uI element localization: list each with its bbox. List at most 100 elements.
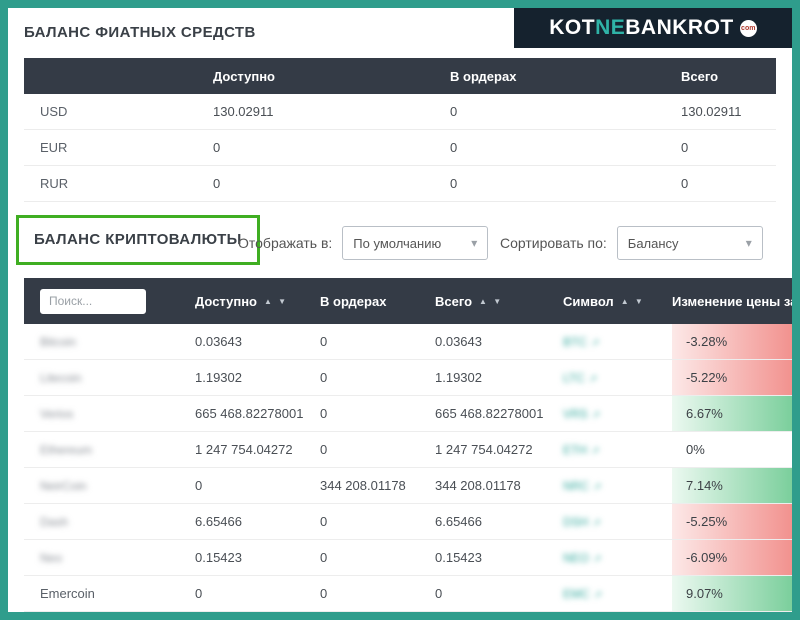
coin-total: 344 208.01178 [435,478,521,493]
crypto-controls-bar: БАЛАНС КРИПТОВАЛЮТЫ Отображать в: По умо… [8,202,792,278]
crypto-row: Dash 6.65466 0 6.65466 DSH ↗ -5.25% [24,504,792,540]
coin-in-orders: 0 [320,586,328,601]
coin-symbol-link[interactable]: EMC ↗ [563,586,603,601]
coin-symbol-link[interactable]: VRS ↗ [563,406,601,421]
price-change: -5.25% [672,504,792,539]
price-change: 6.67% [672,396,792,431]
sort-arrows-icon[interactable]: ▲ ▼ [620,296,645,306]
coin-name-blurred: Verios [40,406,74,421]
coin-symbol-link[interactable]: ETH ↗ [563,442,600,457]
external-link-icon: ↗ [588,373,598,385]
price-change: 0% [686,442,705,457]
fiat-total: 0 [681,176,689,191]
coin-symbol-link[interactable]: NEO ↗ [563,550,602,565]
coin-total: 665 468.82278001 [435,406,544,421]
crypto-balance-title: БАЛАНС КРИПТОВАЛЮТЫ [34,231,242,248]
crypto-balance-title-highlight: БАЛАНС КРИПТОВАЛЮТЫ [16,215,260,265]
coin-total: 0 [435,586,443,601]
chevron-down-icon: ▾ [471,236,478,250]
crypto-header-symbol[interactable]: Символ ▲ ▼ [563,293,645,309]
fiat-header-in-orders: В ордерах [450,68,517,84]
crypto-row: Emercoin 0 0 0 EMC ↗ 9.07% [24,576,792,612]
crypto-row: Ethereum 1 247 754.04272 0 1 247 754.042… [24,432,792,468]
sort-by-value: Балансу [627,235,679,251]
fiat-table-header: Доступно В ордерах Всего [24,58,776,94]
fiat-balance-title: БАЛАНС ФИАТНЫХ СРЕДСТВ [24,23,256,41]
coin-name-blurred: Neo [40,550,63,565]
coin-total: 0.15423 [435,550,482,565]
coin-in-orders: 0 [320,334,328,349]
logo-part-ne: NE [595,16,626,39]
coin-in-orders: 0 [320,406,328,421]
fiat-row-rur: RUR 0 0 0 [24,166,776,202]
price-change: 9.07% [672,576,792,611]
coin-name-blurred: Dash [40,514,69,529]
fiat-available: 0 [213,176,221,191]
coin-symbol-link[interactable]: BTC ↗ [563,334,600,349]
coin-available: 1.19302 [195,370,242,385]
coin-name-blurred: Litecoin [40,370,82,385]
price-change: 7.14% [672,468,792,503]
fiat-total: 130.02911 [681,104,742,119]
external-link-icon: ↗ [592,517,601,529]
coin-symbol-link[interactable]: DSH ↗ [563,514,601,529]
coin-in-orders: 344 208.01178 [320,478,406,493]
sort-arrows-icon[interactable]: ▲ ▼ [264,296,289,306]
crypto-header-change: Изменение цены за [672,293,792,309]
coin-in-orders: 0 [320,370,328,385]
crypto-row: Bitcoin 0.03643 0 0.03643 BTC ↗ -3.28% [24,324,792,360]
fiat-in-orders: 0 [450,176,458,191]
crypto-row: Litecoin 1.19302 0 1.19302 LTC ↗ -5.22% [24,360,792,396]
coin-name-blurred: Bitcoin [40,334,77,349]
fiat-currency: USD [40,104,68,119]
fiat-in-orders: 0 [450,104,458,119]
sort-by-group: Сортировать по: Балансу ▾ [500,226,763,260]
coin-total: 6.65466 [435,514,482,529]
site-logo[interactable]: KOT NE BANKROT com [514,8,792,48]
crypto-header-search [24,288,195,314]
sort-by-label: Сортировать по: [500,235,607,251]
coin-in-orders: 0 [320,514,328,529]
sort-by-dropdown[interactable]: Балансу ▾ [616,226,763,260]
display-in-dropdown[interactable]: По умолчанию ▾ [342,226,489,260]
coin-available: 0.15423 [195,550,242,565]
fiat-row-eur: EUR 0 0 0 [24,130,776,166]
fiat-total: 0 [681,140,689,155]
external-link-icon: ↗ [593,589,603,601]
crypto-row: NeirCoin 0 344 208.01178 344 208.01178 N… [24,468,792,504]
logo-part-kot: KOT [549,16,596,39]
crypto-header-available[interactable]: Доступно ▲ ▼ [195,293,289,309]
crypto-header-total[interactable]: Всего ▲ ▼ [435,293,504,309]
external-link-icon: ↗ [593,553,602,565]
coin-available: 0 [195,478,203,493]
coin-total: 0.03643 [435,334,482,349]
chevron-down-icon: ▾ [745,236,752,250]
coin-symbol-link[interactable]: LTC ↗ [563,370,598,385]
coin-total: 1 247 754.04272 [435,442,533,457]
crypto-row: Neo 0.15423 0 0.15423 NEO ↗ -6.09% [24,540,792,576]
fiat-header-available: Доступно [213,68,275,84]
coin-available: 1 247 754.04272 [195,442,293,457]
coin-total: 1.19302 [435,370,482,385]
search-input[interactable] [40,288,146,314]
fiat-available: 0 [213,140,221,155]
coin-name-blurred: Ethereum [40,442,93,457]
display-in-group: Отображать в: По умолчанию ▾ [238,226,489,260]
fiat-balance-table: Доступно В ордерах Всего USD 130.02911 0… [24,58,776,202]
fiat-currency: RUR [40,176,69,191]
coin-available: 0 [195,586,203,601]
coin-in-orders: 0 [320,442,328,457]
logo-part-bankrot: BANKROT [625,16,734,39]
display-in-value: По умолчанию [353,235,442,251]
coin-available: 0.03643 [195,334,242,349]
coin-symbol-link[interactable]: NRC ↗ [563,478,602,493]
coin-available: 665 468.82278001 [195,406,304,421]
crypto-balance-table: Доступно ▲ ▼ В ордерах Всего ▲ ▼ Символ … [24,278,792,612]
external-link-icon: ↗ [593,481,602,493]
fiat-in-orders: 0 [450,140,458,155]
price-change: -5.22% [672,360,792,395]
fiat-currency: EUR [40,140,68,155]
sort-arrows-icon[interactable]: ▲ ▼ [479,296,504,306]
fiat-available: 130.02911 [213,104,274,119]
